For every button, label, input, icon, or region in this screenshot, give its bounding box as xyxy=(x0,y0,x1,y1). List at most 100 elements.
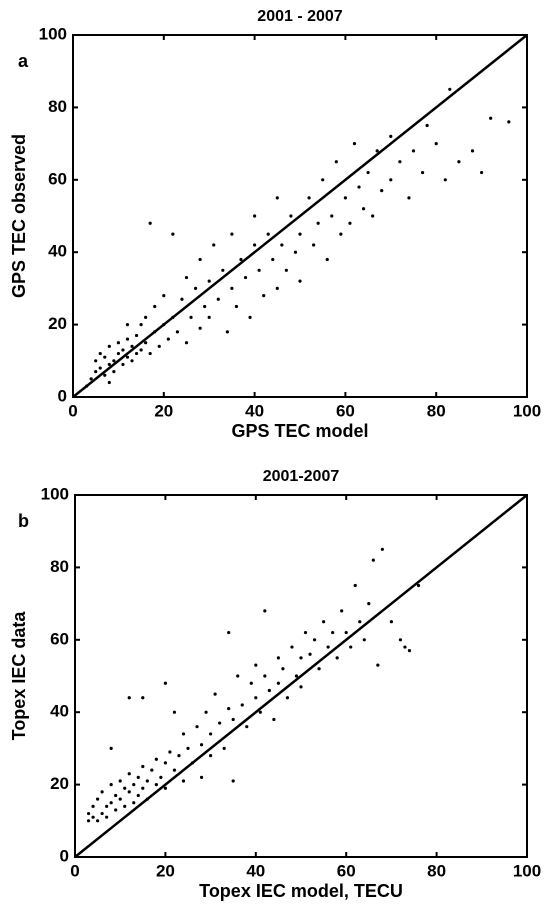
point xyxy=(96,819,100,823)
x-tick-label: 80 xyxy=(427,401,446,420)
point xyxy=(290,645,294,649)
point xyxy=(109,783,113,787)
point xyxy=(148,351,152,356)
point xyxy=(127,772,131,776)
point xyxy=(204,710,208,714)
point xyxy=(181,779,186,783)
point xyxy=(114,808,118,812)
point xyxy=(94,359,98,363)
point xyxy=(130,359,134,363)
point xyxy=(203,304,207,309)
point xyxy=(212,243,216,247)
point xyxy=(207,279,211,283)
point xyxy=(227,630,231,635)
point xyxy=(222,746,226,751)
point xyxy=(349,645,353,649)
point xyxy=(100,811,104,816)
point xyxy=(326,645,330,649)
point xyxy=(91,804,95,808)
point xyxy=(293,250,298,254)
point xyxy=(171,232,175,236)
point xyxy=(141,696,145,700)
x-tick-label: 40 xyxy=(245,401,264,420)
point xyxy=(398,160,402,164)
point xyxy=(100,790,104,794)
point xyxy=(317,667,321,671)
point xyxy=(105,804,109,808)
point xyxy=(125,337,130,341)
point xyxy=(403,645,407,649)
panel-label: b xyxy=(18,511,29,531)
point xyxy=(107,344,111,348)
point xyxy=(334,160,338,164)
point xyxy=(112,359,116,363)
point xyxy=(166,337,170,341)
point xyxy=(352,142,357,146)
point xyxy=(240,703,244,707)
point xyxy=(225,330,229,334)
point xyxy=(243,275,248,280)
point xyxy=(91,815,95,819)
x-tick-label: 40 xyxy=(246,861,265,880)
point xyxy=(231,779,235,783)
point xyxy=(86,819,91,823)
point xyxy=(118,797,122,801)
y-tick-label: 20 xyxy=(48,314,67,333)
x-tick-label: 60 xyxy=(336,401,355,420)
point xyxy=(136,775,140,779)
y-tick-label: 40 xyxy=(48,242,67,261)
y-axis-label: GPS TEC observed xyxy=(9,134,29,298)
plot-frame xyxy=(72,34,528,398)
panel-label: a xyxy=(18,51,29,71)
point xyxy=(299,685,303,689)
point xyxy=(245,725,249,729)
point xyxy=(136,793,140,798)
point xyxy=(213,692,217,696)
point xyxy=(236,674,240,678)
point xyxy=(263,609,267,613)
point xyxy=(171,315,175,319)
point xyxy=(98,351,102,356)
point xyxy=(249,681,253,685)
y-tick-label: 100 xyxy=(39,24,67,43)
point xyxy=(448,87,452,91)
point xyxy=(123,804,127,808)
point xyxy=(172,710,177,714)
point xyxy=(298,232,302,236)
point xyxy=(175,330,180,334)
point xyxy=(339,232,343,236)
point xyxy=(184,275,189,280)
point xyxy=(163,761,167,765)
point xyxy=(380,547,384,551)
point xyxy=(107,362,111,367)
point xyxy=(209,754,213,758)
x-tick-label: 0 xyxy=(68,401,77,420)
x-tick-label: 80 xyxy=(427,861,446,880)
point xyxy=(366,170,370,175)
point xyxy=(190,761,195,765)
point xyxy=(380,189,384,193)
point xyxy=(163,786,167,790)
point xyxy=(198,257,202,262)
point xyxy=(267,688,271,693)
point xyxy=(276,656,280,660)
y-tick-label: 40 xyxy=(50,702,69,721)
point xyxy=(266,232,270,236)
point xyxy=(308,652,312,656)
point xyxy=(230,286,234,290)
point xyxy=(127,790,131,794)
point xyxy=(407,649,412,653)
point xyxy=(162,323,166,327)
point xyxy=(145,779,149,783)
point xyxy=(362,638,366,642)
point xyxy=(154,783,158,787)
point xyxy=(121,362,125,367)
point xyxy=(280,243,284,247)
point xyxy=(163,681,167,685)
y-tick-label: 80 xyxy=(48,97,67,116)
point xyxy=(258,710,262,714)
y-tick-label: 0 xyxy=(60,846,69,865)
point xyxy=(193,286,198,290)
point xyxy=(134,333,139,338)
